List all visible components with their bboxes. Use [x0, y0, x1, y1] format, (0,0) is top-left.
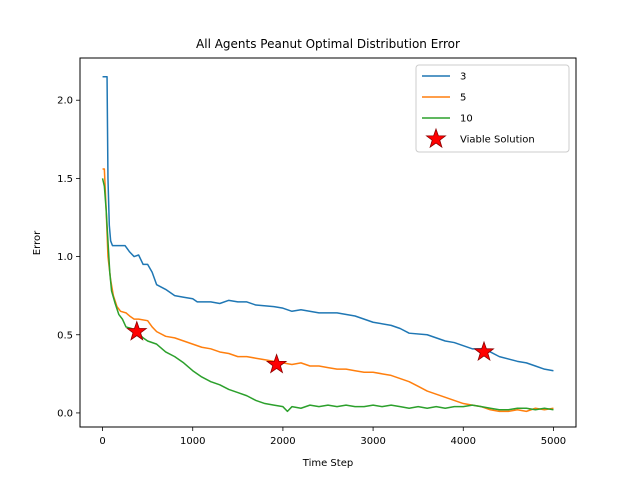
x-tick-label: 2000 [270, 436, 295, 447]
x-axis-label: Time Step [302, 458, 353, 469]
legend-label-10: 10 [460, 114, 473, 125]
y-tick-label: 0.0 [57, 408, 73, 419]
legend-swatch-viable-solution [425, 127, 447, 149]
viable-solution-marker-1 [126, 320, 148, 341]
legend: 3 5 10 Viable Solution [415, 64, 570, 153]
axis-ticks: 0 1000 2000 3000 4000 5000 0.0 0.5 1.0 1.5 2.0 [57, 96, 566, 447]
y-tick-label: 1.0 [57, 252, 73, 263]
viable-solution-marker-3 [473, 340, 495, 362]
plot-area [101, 76, 554, 413]
legend-label-5: 5 [460, 93, 466, 104]
y-tick-label: 0.5 [57, 330, 73, 341]
series-line-5 [102, 168, 554, 413]
x-tick-label: 4000 [451, 436, 476, 447]
legend-label-3: 3 [460, 72, 466, 83]
legend-label-viable-solution: Viable Solution [460, 135, 535, 146]
viable-solution-marker-2 [265, 353, 288, 374]
y-tick-label: 1.5 [57, 174, 73, 185]
y-tick-label: 2.0 [57, 96, 73, 107]
y-axis-label: Error [32, 230, 43, 255]
x-tick-label: 0 [99, 436, 105, 447]
x-tick-label: 3000 [360, 436, 385, 447]
chart-title: All Agents Peanut Optimal Distribution E… [196, 37, 460, 51]
x-tick-label: 1000 [180, 436, 205, 447]
x-tick-label: 5000 [541, 436, 566, 447]
legend-box [415, 64, 570, 153]
series-line-3 [102, 76, 554, 372]
axes-frame [79, 57, 577, 428]
